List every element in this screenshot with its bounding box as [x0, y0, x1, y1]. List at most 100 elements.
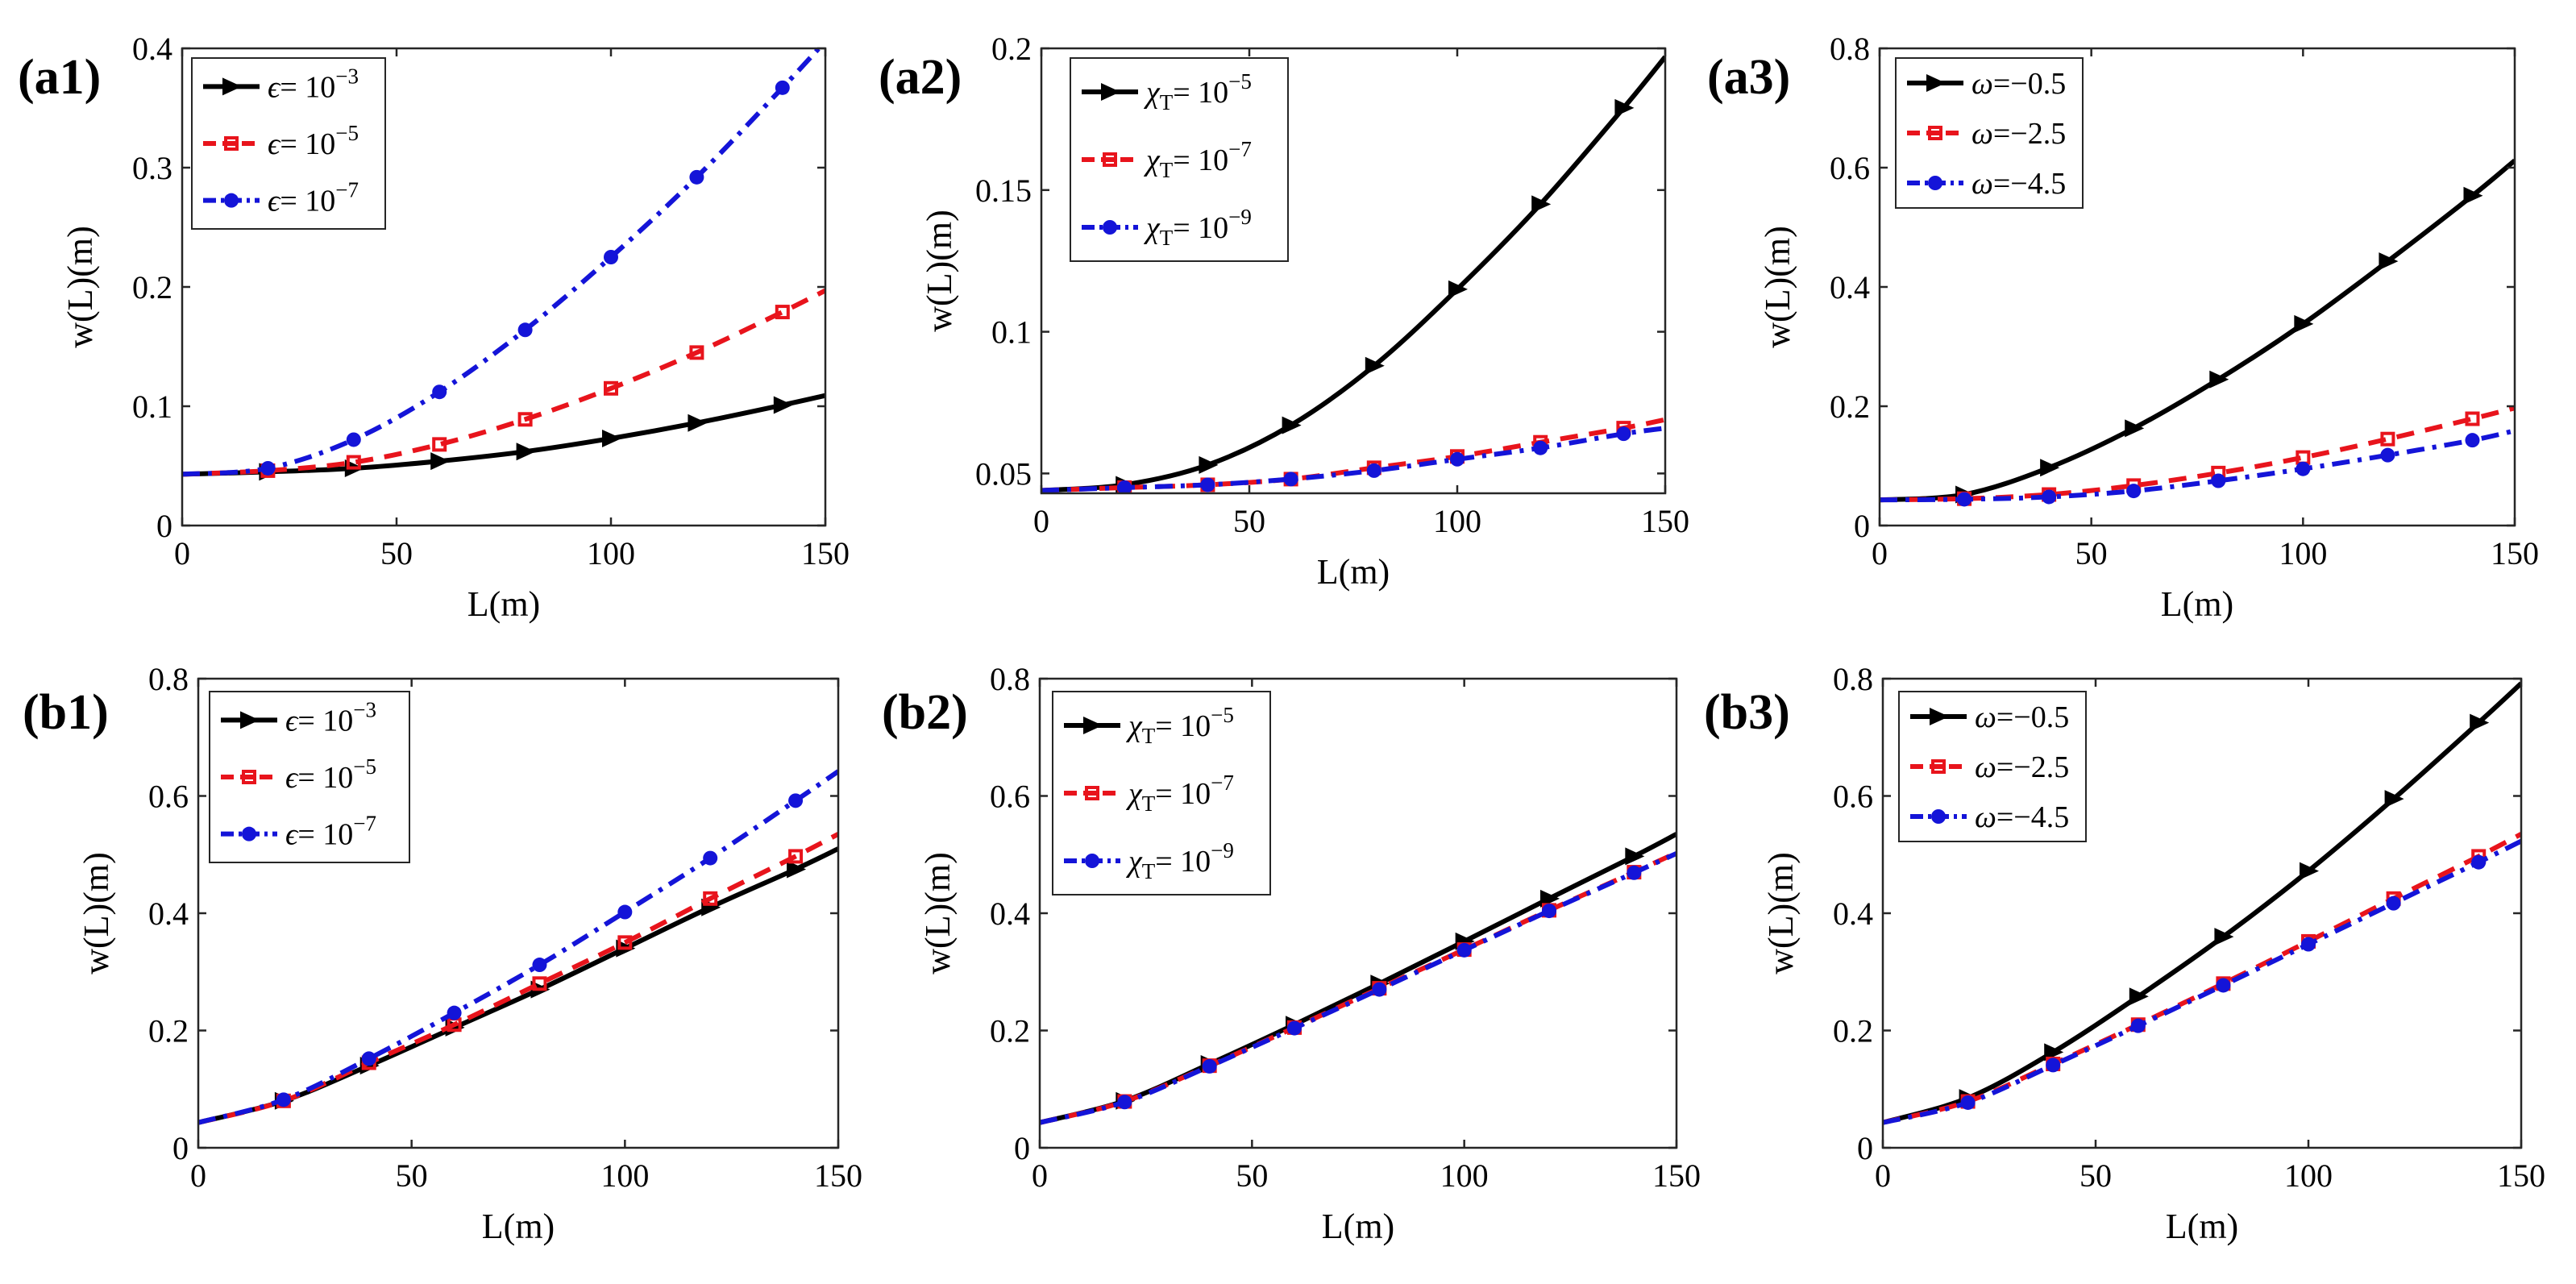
legend-entry-2: ϵ= 10−5 — [285, 754, 376, 795]
series-line-2 — [1883, 832, 2521, 1125]
data-point — [1366, 463, 1381, 478]
y-tick-label: 0.2 — [148, 1013, 189, 1049]
data-point — [2386, 895, 2401, 911]
data-point — [2294, 314, 2314, 333]
panel-label: (b3) — [1704, 685, 1790, 740]
data-point — [2046, 1058, 2061, 1073]
legend: χT= 10−5 χT= 10−7 χT= 10−9 — [1070, 57, 1289, 262]
x-tick-label: 0 — [1872, 535, 1888, 571]
x-axis-label: L(m) — [482, 1207, 555, 1246]
y-tick-label: 0.8 — [990, 661, 1030, 697]
series-line-1 — [198, 846, 838, 1125]
y-tick-label: 0.3 — [132, 150, 172, 186]
legend-entry-3: ϵ= 10−7 — [285, 812, 376, 852]
data-point — [1282, 416, 1302, 434]
legend-entry-1: ω=−0.5 — [1975, 700, 2069, 734]
data-point — [2126, 484, 2142, 499]
legend-entry-1: χT= 10−5 — [1125, 703, 1234, 748]
legend-entry-3: ω=−4.5 — [1971, 167, 2066, 201]
data-point — [276, 1092, 291, 1107]
data-point — [775, 80, 790, 95]
data-point — [604, 250, 618, 264]
y-axis-label: w(L)(m) — [920, 210, 959, 332]
data-point — [703, 891, 718, 906]
data-point — [2300, 862, 2319, 880]
data-point — [689, 345, 704, 360]
x-tick-label: 150 — [2497, 1157, 2545, 1194]
data-point — [2130, 1018, 2146, 1033]
panel-label: (b2) — [882, 685, 968, 740]
y-tick-label: 0.2 — [132, 269, 172, 305]
legend-entry-1: ω=−0.5 — [1971, 67, 2066, 101]
legend-marker-3 — [242, 826, 256, 841]
legend-entry-2: ω=−2.5 — [1971, 117, 2066, 151]
data-point — [2471, 854, 2487, 870]
x-tick-label: 0 — [1032, 1157, 1048, 1194]
data-point — [689, 169, 704, 185]
series-line-2 — [182, 288, 825, 477]
data-point — [2380, 431, 2395, 447]
data-point — [517, 322, 533, 338]
y-tick-label: 0 — [1854, 508, 1870, 544]
chart-panel-a2: 0 50 100 150 0.05 0.1 0.15 0.2 L(m) w(L)(m) (a2) χT… — [879, 31, 1689, 592]
series-group — [1880, 158, 2515, 507]
legend-marker-2 — [1085, 786, 1099, 800]
plot-frame — [1040, 47, 1667, 495]
x-tick-label: 50 — [2079, 1157, 2112, 1194]
data-point — [2465, 433, 2480, 448]
x-tick-label: 150 — [2491, 535, 2539, 571]
y-tick-label: 0.1 — [132, 389, 172, 425]
y-tick-label: 0.8 — [1833, 661, 1873, 697]
legend-entry-2: ϵ= 10−5 — [268, 121, 359, 161]
legend-entry-2: χT= 10−7 — [1125, 771, 1234, 816]
y-tick-label: 0.1 — [991, 314, 1032, 351]
x-tick-label: 150 — [1641, 503, 1689, 539]
data-point — [604, 380, 618, 396]
x-tick-label: 150 — [1652, 1157, 1701, 1194]
data-point — [787, 860, 807, 879]
legend-marker-2 — [1103, 152, 1117, 167]
y-axis-label: w(L)(m) — [77, 852, 116, 974]
data-point — [346, 432, 361, 447]
data-point — [1448, 280, 1468, 298]
legend-marker-2 — [224, 136, 239, 151]
x-axis-label: L(m) — [467, 584, 540, 624]
data-point — [1614, 98, 1635, 117]
legend-marker-3 — [1931, 809, 1946, 824]
legend-entry-1: ϵ= 10−3 — [285, 697, 376, 738]
series-line-2 — [1880, 405, 2515, 503]
x-tick-label: 150 — [814, 1157, 862, 1194]
y-tick-label: 0.2 — [991, 31, 1032, 67]
y-axis-label: w(L)(m) — [918, 852, 958, 974]
series-group — [1883, 681, 2521, 1125]
data-point — [1117, 1095, 1132, 1110]
legend-marker-1 — [1930, 708, 1949, 725]
y-tick-label: 0.6 — [148, 779, 189, 815]
series-line-2 — [1041, 417, 1665, 493]
x-tick-label: 100 — [600, 1157, 649, 1194]
x-tick-label: 100 — [2284, 1157, 2333, 1194]
data-point — [1957, 492, 1972, 507]
y-tick-label: 0.8 — [1830, 31, 1870, 67]
data-point — [532, 958, 547, 973]
series-group — [182, 48, 825, 481]
data-point — [432, 437, 447, 452]
data-point — [2040, 459, 2060, 477]
legend-entry-2: χT= 10−7 — [1143, 137, 1252, 182]
data-point — [2211, 473, 2226, 488]
data-point — [2044, 1043, 2064, 1062]
y-tick-label: 0.2 — [1830, 389, 1870, 425]
y-tick-label: 0.6 — [1830, 150, 1870, 186]
legend: ω=−0.5 ω=−2.5 ω=−4.5 — [1898, 691, 2087, 842]
data-point — [1960, 1095, 1976, 1110]
data-point — [617, 904, 633, 920]
data-point — [430, 452, 451, 471]
y-tick-label: 0.8 — [148, 661, 189, 697]
legend-entry-1: χT= 10−5 — [1143, 69, 1252, 114]
y-tick-label: 0.15 — [975, 172, 1032, 209]
data-point — [688, 413, 708, 432]
data-point — [1616, 426, 1631, 442]
data-point — [788, 849, 804, 864]
chart-panel-b2: 0 50 100 150 0 0.2 0.4 0.6 0.8 L(m) w(L)(m) (b2) χT=… — [882, 661, 1701, 1246]
data-point — [1450, 451, 1465, 467]
